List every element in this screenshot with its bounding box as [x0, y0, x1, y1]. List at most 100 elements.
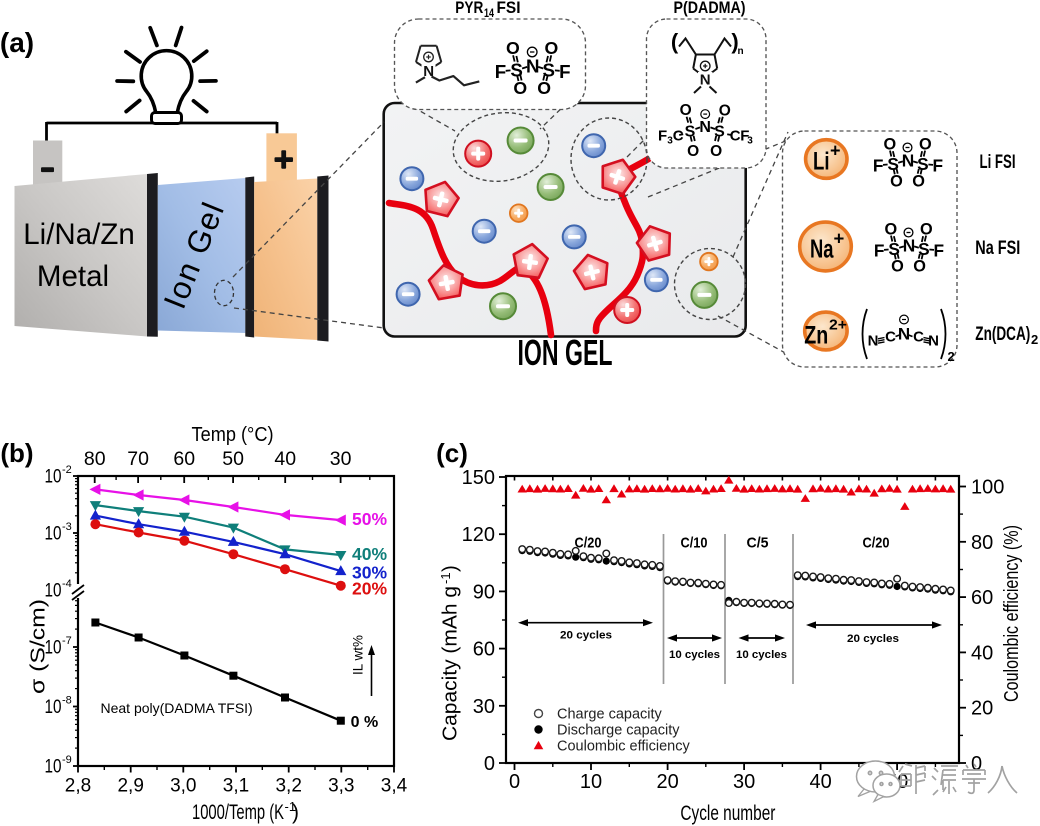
svg-text:80: 80 — [971, 532, 993, 554]
svg-text:20 cycles: 20 cycles — [560, 630, 612, 642]
svg-text:3: 3 — [667, 135, 673, 146]
svg-text:O: O — [710, 143, 722, 160]
svg-text:N: N — [902, 151, 914, 171]
svg-text:(b): (b) — [0, 438, 33, 468]
svg-text:O: O — [884, 221, 897, 239]
svg-text:3,0: 3,0 — [170, 776, 196, 797]
svg-text:2: 2 — [1031, 332, 1038, 347]
svg-text:Neat poly(DADMA TFSI): Neat poly(DADMA TFSI) — [101, 700, 253, 716]
svg-text:-7: -7 — [62, 635, 72, 647]
svg-text:O: O — [506, 38, 520, 58]
svg-text:C/20: C/20 — [575, 535, 602, 552]
svg-text:150: 150 — [462, 467, 495, 489]
svg-text:Li/Na/Zn: Li/Na/Zn — [23, 218, 135, 251]
svg-text:C/20: C/20 — [863, 535, 890, 552]
svg-text:C/10: C/10 — [681, 535, 708, 552]
svg-text:2,9: 2,9 — [117, 776, 143, 797]
svg-text:-1: -1 — [438, 572, 453, 584]
svg-text:60: 60 — [473, 639, 495, 661]
svg-text:10: 10 — [45, 697, 62, 718]
svg-text:20: 20 — [971, 698, 993, 720]
svg-text:60: 60 — [971, 587, 993, 609]
svg-text:2,8: 2,8 — [65, 776, 91, 797]
svg-text:O: O — [537, 78, 551, 98]
svg-text:50%: 50% — [352, 509, 387, 529]
svg-text:1000/Temp (K: 1000/Temp (K — [192, 801, 284, 824]
svg-text:FSI: FSI — [497, 0, 521, 17]
svg-text:Na: Na — [810, 233, 834, 263]
svg-text:2: 2 — [948, 349, 955, 364]
svg-text:F: F — [559, 61, 570, 82]
svg-text:S: S — [887, 154, 899, 174]
svg-text:Coulombic efficiency (%): Coulombic efficiency (%) — [1001, 525, 1023, 702]
svg-text:F: F — [495, 61, 506, 82]
svg-text:Li FSI: Li FSI — [980, 152, 1016, 173]
svg-text:0 %: 0 % — [351, 714, 379, 731]
svg-text:Coulombic efficiency: Coulombic efficiency — [557, 739, 690, 755]
svg-text:Capacity (mAh g: Capacity (mAh g — [439, 586, 462, 741]
svg-text:3: 3 — [747, 135, 753, 146]
svg-text:70: 70 — [127, 448, 149, 470]
svg-text:10: 10 — [45, 524, 62, 545]
svg-text:F: F — [934, 241, 945, 261]
svg-text:+: + — [833, 227, 844, 248]
svg-text:S: S — [918, 239, 930, 259]
svg-text:S: S — [714, 124, 725, 141]
svg-text:3,2: 3,2 — [275, 776, 301, 797]
svg-text:Metal: Metal — [37, 260, 109, 293]
svg-text:Discharge capacity: Discharge capacity — [557, 723, 680, 739]
svg-text:): ) — [292, 801, 299, 824]
svg-text:C: C — [673, 127, 684, 144]
svg-text:): ) — [439, 565, 462, 572]
svg-text:-9: -9 — [62, 754, 72, 766]
svg-text:(: ( — [671, 29, 679, 54]
svg-text:90: 90 — [473, 581, 495, 603]
svg-text:O: O — [920, 221, 933, 239]
svg-text:C: C — [730, 127, 741, 144]
svg-text:N: N — [903, 236, 915, 256]
svg-text:N: N — [928, 333, 939, 350]
svg-text:S: S — [917, 154, 929, 174]
svg-text:10 cycles: 10 cycles — [736, 649, 787, 661]
svg-text:10: 10 — [45, 581, 62, 602]
svg-text:-4: -4 — [62, 578, 72, 590]
svg-text:-3: -3 — [62, 521, 72, 533]
svg-text:2+: 2+ — [829, 317, 847, 334]
svg-text:60: 60 — [173, 448, 195, 470]
svg-text:80: 80 — [84, 448, 106, 470]
svg-text:120: 120 — [462, 524, 495, 546]
svg-text:F: F — [740, 127, 749, 144]
svg-text:-2: -2 — [62, 464, 72, 476]
svg-text:Li: Li — [813, 147, 830, 175]
svg-text:40: 40 — [809, 771, 831, 793]
svg-text:100: 100 — [971, 477, 1004, 499]
svg-text:(a): (a) — [0, 27, 34, 58]
svg-text:O: O — [719, 102, 731, 119]
svg-text:Zn: Zn — [804, 321, 828, 349]
svg-text:Na FSI: Na FSI — [975, 238, 1020, 259]
svg-text:IL wt%: IL wt% — [351, 635, 366, 675]
svg-text:N: N — [699, 119, 711, 136]
svg-text:F: F — [873, 156, 884, 176]
svg-text:10: 10 — [580, 771, 602, 793]
svg-text:50: 50 — [222, 448, 244, 470]
svg-text:n: n — [737, 46, 743, 57]
svg-text:N: N — [898, 325, 910, 344]
svg-text:Charge capacity: Charge capacity — [557, 707, 663, 723]
svg-text:40: 40 — [274, 448, 296, 470]
svg-text:C: C — [885, 329, 896, 346]
svg-text:O: O — [890, 173, 903, 191]
svg-text:0: 0 — [971, 753, 982, 775]
svg-text:0: 0 — [484, 753, 495, 775]
svg-text:S: S — [685, 124, 696, 141]
svg-text:ION GEL: ION GEL — [518, 332, 613, 373]
svg-text:O: O — [687, 143, 699, 160]
svg-text:3,1: 3,1 — [223, 776, 249, 797]
svg-text:40%: 40% — [352, 544, 387, 564]
svg-text:O: O — [913, 258, 926, 276]
svg-text:O: O — [912, 173, 925, 191]
svg-text:S: S — [543, 59, 555, 80]
svg-text:Cycle number: Cycle number — [680, 802, 775, 825]
svg-text:30%: 30% — [352, 563, 387, 583]
svg-text:30: 30 — [330, 448, 352, 470]
